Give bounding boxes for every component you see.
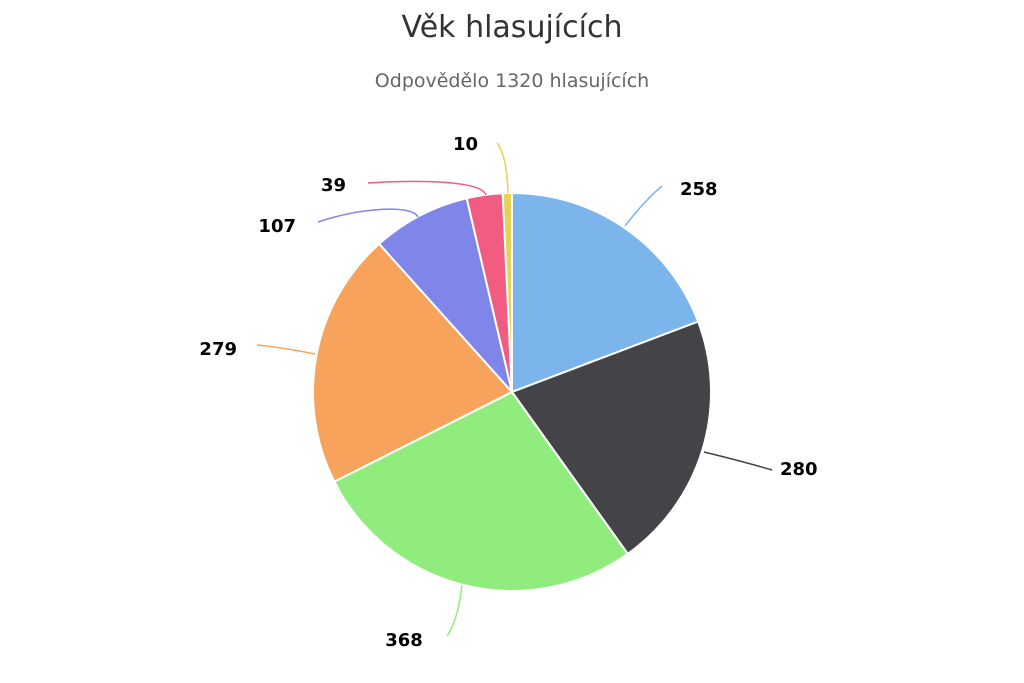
data-label-279: 279 xyxy=(199,339,237,360)
data-label-107: 107 xyxy=(258,216,296,237)
label-connector-10 xyxy=(496,142,509,194)
label-connector-39 xyxy=(367,180,487,196)
label-connector-107 xyxy=(317,208,419,223)
label-connector-258 xyxy=(624,185,663,227)
chart-title: Věk hlasujících xyxy=(401,10,623,45)
data-labels: 258 280 368 279 107 39 10 xyxy=(199,134,817,651)
data-label-10: 10 xyxy=(453,134,478,155)
label-connector-279 xyxy=(256,344,316,355)
pie-slice-107[interactable] xyxy=(378,197,513,393)
pie-slice-368[interactable] xyxy=(333,391,629,592)
pie-slice-10[interactable] xyxy=(501,191,513,393)
data-label-39: 39 xyxy=(321,175,346,196)
data-label-258: 258 xyxy=(680,179,718,200)
data-label-280: 280 xyxy=(780,459,818,480)
pie-slice-258[interactable] xyxy=(511,192,700,393)
pie-slice-280[interactable] xyxy=(511,320,712,555)
label-connectors xyxy=(256,142,773,637)
pie-slice-279[interactable] xyxy=(312,242,513,483)
label-connector-280 xyxy=(703,451,773,471)
label-connector-368 xyxy=(446,584,463,637)
data-label-368: 368 xyxy=(385,630,423,651)
chart-subtitle: Odpovědělo 1320 hlasujících xyxy=(374,70,650,92)
pie-slices xyxy=(312,191,712,592)
